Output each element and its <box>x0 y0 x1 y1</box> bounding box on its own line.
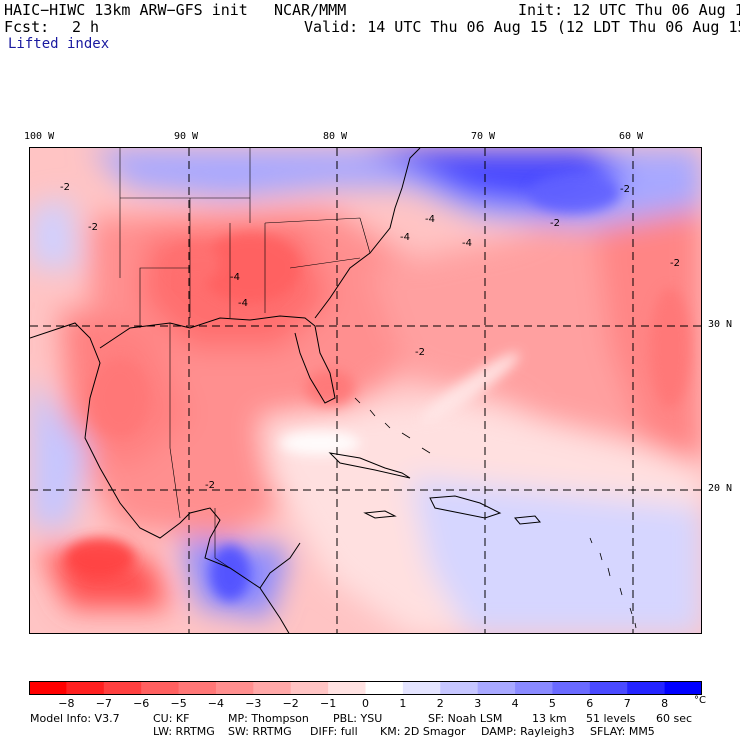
model-info-sflay: SFLAY: MM5 <box>590 725 655 738</box>
contour-label: -2 <box>415 347 425 358</box>
contour-label: -4 <box>400 232 410 243</box>
colorbar-swatch <box>552 681 591 695</box>
colorbar-swatch <box>589 681 628 695</box>
colorbar-level-label: 4 <box>511 697 519 710</box>
lifted-index-map: -2 -2 -4 -4 -4 -4 -2 -2 -2 -2 -4 -2 <box>29 147 702 634</box>
lon-label-70w: 70 W <box>471 131 496 142</box>
model-info-cu: CU: KF <box>153 712 190 725</box>
contour-label: -2 <box>88 222 98 233</box>
contour-label: -4 <box>230 272 240 283</box>
colorbar-level-label: −6 <box>133 697 150 710</box>
valid-time: Valid: 14 UTC Thu 06 Aug 15 (12 LDT Thu … <box>304 18 740 36</box>
contour-label: -2 <box>205 480 215 491</box>
colorbar-swatch <box>290 681 329 695</box>
contour-labels: -2 -2 -4 -4 -4 -4 -2 -2 -2 -2 -4 -2 <box>60 182 680 491</box>
lon-label-60w: 60 W <box>619 131 644 142</box>
colorbar-swatch <box>66 681 105 695</box>
model-info-diff: DIFF: full <box>310 725 358 738</box>
colorbar-level-label: 5 <box>548 697 556 710</box>
field-detail <box>65 173 690 601</box>
org-label: NCAR/MMM <box>274 1 347 19</box>
colorbar-swatch <box>215 681 254 695</box>
colorbar-swatch <box>328 681 366 695</box>
colorbar-swatch <box>515 681 553 695</box>
colorbar-level-label: −5 <box>170 697 187 710</box>
colorbar-level-label: 0 <box>362 697 369 710</box>
colorbar-level-label: −4 <box>207 697 224 710</box>
colorbar-level-label: 8 <box>661 697 669 710</box>
colorbar-level-label: −7 <box>95 697 112 710</box>
model-info-mp: MP: Thompson <box>228 712 309 725</box>
lon-label-100w: 100 W <box>24 131 55 142</box>
model-info-lw: LW: RRTMG <box>153 725 215 738</box>
colorbar-level-label: 1 <box>399 697 407 710</box>
contour-label: -4 <box>425 214 435 225</box>
colorbar <box>29 681 702 695</box>
contour-label: -2 <box>60 182 70 193</box>
colorbar-level-label: 2 <box>436 697 444 710</box>
model-info-pbl: PBL: YSU <box>333 712 383 725</box>
colorbar-level-label: 3 <box>474 697 482 710</box>
colorbar-level-label: −8 <box>58 697 75 710</box>
init-time: Init: 12 UTC Thu 06 Aug 15 <box>518 1 740 19</box>
contour-label: -4 <box>462 238 472 249</box>
model-info-resolution: 13 km <box>532 712 567 725</box>
lat-lon-grid <box>30 148 701 633</box>
colorbar-level-label: 7 <box>623 697 631 710</box>
colorbar-swatch <box>178 681 217 695</box>
colorbar-swatch <box>29 681 67 695</box>
islands <box>354 397 637 629</box>
colorbar-level-label: −2 <box>282 697 299 710</box>
colorbar-swatch <box>402 681 441 695</box>
colorbar-level-label: 6 <box>586 697 594 710</box>
field-name: Lifted index <box>8 36 110 52</box>
colorbar-level-label: −1 <box>319 697 337 710</box>
model-info-timestep: 60 sec <box>656 712 693 725</box>
contour-label: -2 <box>670 258 680 269</box>
colorbar-swatch <box>477 681 516 695</box>
model-info-sf: SF: Noah LSM <box>428 712 503 725</box>
model-info-levels: 51 levels <box>586 712 636 725</box>
forecast-hours: 2 h <box>72 18 100 36</box>
map-canvas: -2 -2 -4 -4 -4 -4 -2 -2 -2 -2 -4 -2 <box>30 148 701 633</box>
colorbar-swatch <box>627 681 666 695</box>
colorbar-swatch <box>141 681 180 695</box>
model-info-version: Model Info: V3.7 <box>30 712 120 725</box>
colorbar-swatch <box>664 681 702 695</box>
colorbar-swatch <box>103 681 142 695</box>
model-title: HAIC−HIWC 13km ARW−GFS init <box>4 1 248 19</box>
model-info-sw: SW: RRTMG <box>228 725 292 738</box>
colorbar-level-label: −3 <box>245 697 262 710</box>
contour-label: -2 <box>620 184 630 195</box>
model-info-km: KM: 2D Smagor <box>380 725 466 738</box>
colorbar-swatch <box>365 681 404 695</box>
contour-label: -2 <box>550 218 560 229</box>
contour-label: -4 <box>238 298 248 309</box>
lon-label-80w: 80 W <box>323 131 348 142</box>
model-info-damp: DAMP: Rayleigh3 <box>481 725 575 738</box>
colorbar-swatch <box>253 681 292 695</box>
colorbar-unit: °C <box>694 695 706 706</box>
lat-label-20n: 20 N <box>708 483 733 494</box>
forecast-label: Fcst: <box>4 18 50 36</box>
colorbar-swatch <box>440 681 479 695</box>
lon-label-90w: 90 W <box>174 131 199 142</box>
lat-label-30n: 30 N <box>708 319 733 330</box>
state-borders <box>119 148 371 569</box>
